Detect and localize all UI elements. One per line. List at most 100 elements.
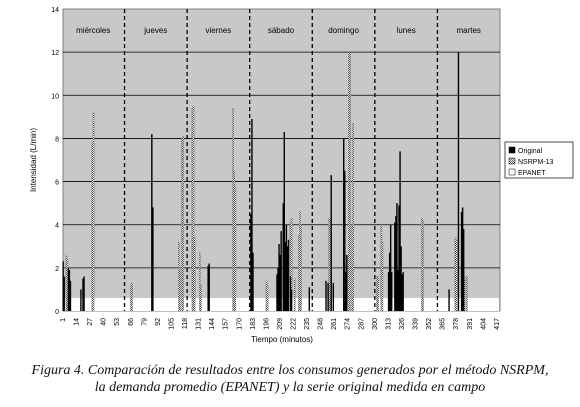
legend-label: Original xyxy=(518,148,543,155)
original-bar xyxy=(251,119,253,311)
x-tick-label: 222 xyxy=(290,318,297,330)
legend-label: EPANET xyxy=(518,170,546,177)
y-tick-label: 4 xyxy=(55,223,59,230)
legend-swatch xyxy=(508,146,516,154)
x-tick-label: 235 xyxy=(304,318,311,330)
x-tick-label: 391 xyxy=(467,318,474,330)
day-label: domingo xyxy=(328,26,359,35)
x-tick-label: 287 xyxy=(358,318,365,330)
nsrpm-bar xyxy=(182,136,184,312)
original-bar xyxy=(391,272,393,311)
nsrpm-bar xyxy=(92,112,95,312)
day-label: lunes xyxy=(397,26,416,35)
nsrpm-bar xyxy=(192,105,195,312)
original-bar xyxy=(344,170,346,311)
x-tick-label: 118 xyxy=(182,318,189,329)
day-label: miércoles xyxy=(76,26,110,35)
y-tick-label: 8 xyxy=(55,136,59,143)
x-tick-label: 131 xyxy=(196,318,203,330)
x-tick-label: 326 xyxy=(399,318,406,330)
day-label: jueves xyxy=(143,26,167,35)
original-bar xyxy=(396,203,398,311)
nsrpm-bar xyxy=(200,285,202,312)
y-tick-label: 6 xyxy=(55,180,59,187)
day-separators: miércoles jueves viernes sábado domingo lunes… xyxy=(76,9,481,311)
nsrpm-bar xyxy=(300,224,302,312)
x-axis-label: Tiempo (minutos) xyxy=(251,335,313,344)
original-bar xyxy=(398,205,400,311)
y-tick-label: 2 xyxy=(55,266,59,273)
x-tick-label: 144 xyxy=(209,318,216,330)
legend-swatch xyxy=(508,157,516,165)
x-tick-label: 248 xyxy=(318,318,325,330)
nsrpm-bar xyxy=(193,237,196,312)
original-bar xyxy=(345,272,347,311)
x-tick-label: 92 xyxy=(155,318,162,326)
x-tick-label: 183 xyxy=(250,318,257,330)
x-tick-label: 53 xyxy=(114,318,121,326)
x-tick-label: 105 xyxy=(168,318,175,330)
original-bar xyxy=(394,222,396,311)
x-tick-label: 339 xyxy=(413,318,420,330)
nsrpm-bar xyxy=(349,52,351,312)
original-bar xyxy=(462,229,465,311)
day-label: martes xyxy=(456,26,480,35)
original-bar xyxy=(208,263,210,311)
original-bar xyxy=(327,282,329,311)
x-tick-label: 157 xyxy=(223,318,230,330)
original-bar xyxy=(308,287,311,311)
x-tick-label: 1 xyxy=(60,318,67,322)
x-tick-label: 79 xyxy=(141,318,148,326)
original-bar xyxy=(401,274,403,311)
figure-caption: Figura 4. Comparación de resultados entr… xyxy=(0,362,580,396)
original-bar xyxy=(397,270,399,311)
original-bar xyxy=(287,239,290,311)
x-tick-label: 261 xyxy=(331,318,338,330)
gridlines xyxy=(63,51,500,269)
caption-line-1: Figura 4. Comparación de resultados entr… xyxy=(31,363,549,378)
x-tick-label: 352 xyxy=(426,318,433,330)
original-bar xyxy=(280,231,282,311)
y-tick-label: 14 xyxy=(51,7,59,14)
original-bar xyxy=(69,280,72,311)
original-bar xyxy=(277,267,279,311)
nsrpm-bar xyxy=(377,276,379,312)
original-bar xyxy=(461,207,464,311)
x-tick-label: 27 xyxy=(87,318,94,326)
original-bar xyxy=(82,278,84,311)
original-bar xyxy=(252,252,254,311)
bars xyxy=(62,52,499,312)
x-tick-label: 14 xyxy=(74,318,81,326)
original-bar xyxy=(289,276,292,311)
nsrpm-bar xyxy=(293,278,296,312)
original-bar xyxy=(283,131,285,311)
x-tick-label: 365 xyxy=(440,318,447,330)
original-bar xyxy=(325,280,327,311)
nsrpm-bar xyxy=(455,239,458,312)
original-bar xyxy=(400,246,402,311)
nsrpm-bar xyxy=(179,267,181,312)
y-tick-label: 10 xyxy=(51,93,59,100)
x-tick-label: 170 xyxy=(236,318,243,330)
original-bar xyxy=(389,224,392,311)
original-bar xyxy=(276,274,278,311)
original-bar xyxy=(80,289,82,311)
nsrpm-bar xyxy=(199,252,201,312)
day-label: sábado xyxy=(268,26,295,35)
original-bar xyxy=(68,270,71,311)
x-tick-label: 40 xyxy=(101,318,108,326)
original-bar xyxy=(151,134,153,311)
original-bar xyxy=(332,282,335,311)
original-bar xyxy=(395,216,397,311)
original-bar xyxy=(207,265,209,311)
x-tick-label: 417 xyxy=(494,318,501,330)
original-bar xyxy=(460,211,463,311)
original-bar xyxy=(152,207,154,311)
legend: Original NSRPM-13 EPANET xyxy=(504,141,574,179)
y-tick-label: 0 xyxy=(55,309,59,316)
y-axis-label: Intensidad (L/min) xyxy=(29,128,38,192)
original-bar xyxy=(83,276,85,311)
x-tick-label: 209 xyxy=(277,318,284,330)
original-bar xyxy=(448,289,450,311)
x-tick-label: 404 xyxy=(480,318,487,330)
